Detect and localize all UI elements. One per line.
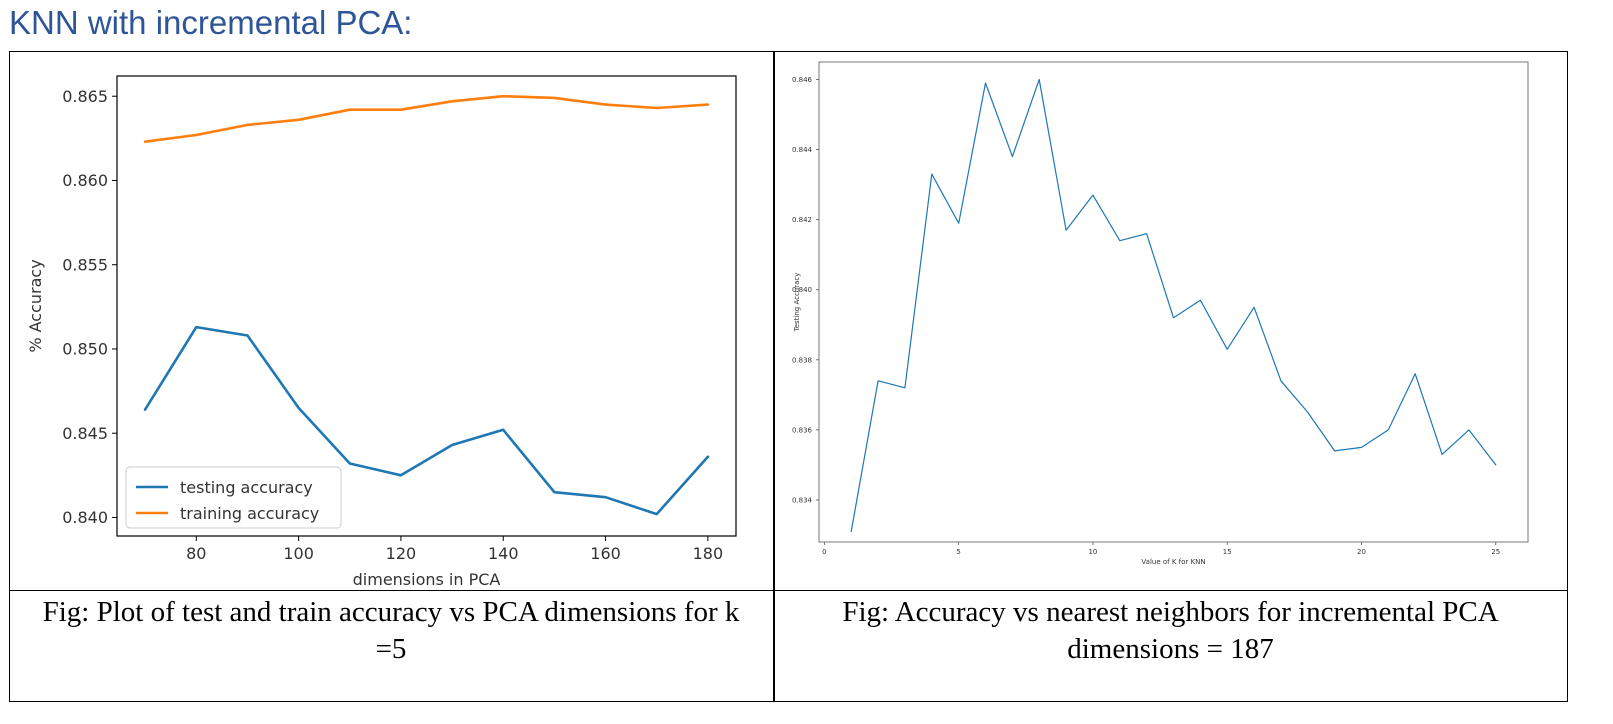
y-tick-label: 0.844 — [792, 146, 813, 154]
y-tick-label: 0.860 — [62, 171, 108, 190]
series-line-0 — [143, 325, 710, 516]
y-tick-label: 0.842 — [792, 216, 812, 224]
x-tick-label: 140 — [488, 544, 519, 563]
plot-frame — [818, 61, 1529, 543]
legend: testing accuracy training accuracy — [125, 466, 342, 529]
page-heading: KNN with incremental PCA: — [9, 4, 413, 41]
x-tick-label: 25 — [1491, 548, 1500, 556]
y-axis-label: Testing Accuracy — [793, 273, 801, 333]
legend-label-1: training accuracy — [180, 504, 319, 523]
y-tick-label: 0.838 — [792, 356, 812, 364]
cell-caption-left — [9, 590, 775, 702]
cell-caption-right — [773, 590, 1568, 702]
caption-left: Fig: Plot of test and train accuracy vs … — [42, 596, 740, 665]
x-tick-label: 20 — [1357, 548, 1366, 556]
x-tick-label: 0 — [822, 548, 826, 556]
y-tick-label: 0.846 — [792, 76, 813, 84]
knn-k-accuracy-chart: 0 5 10 15 20 25 0.834 0.836 0.838 0.840 0.842 0.844… — [792, 61, 1529, 566]
y-tick-label: 0.850 — [62, 340, 108, 359]
y-tick-label: 0.865 — [62, 87, 108, 106]
y-tick-label: 0.840 — [792, 286, 812, 294]
series-line-0 — [850, 78, 1497, 533]
x-tick-label: 10 — [1088, 548, 1097, 556]
x-axis-label: Value of K for KNN — [1141, 558, 1205, 566]
y-tick-label: 0.836 — [792, 426, 813, 434]
y-tick-label: 0.840 — [62, 508, 108, 527]
y-tick-label: 0.834 — [792, 496, 813, 504]
figure-table — [9, 51, 1568, 702]
x-tick-label: 160 — [590, 544, 621, 563]
x-tick-label: 5 — [956, 548, 960, 556]
x-axis-label: dimensions in PCA — [353, 570, 501, 588]
x-tick-label: 100 — [283, 544, 314, 563]
legend-box — [125, 466, 342, 529]
legend-label-0: testing accuracy — [180, 478, 313, 497]
x-tick-label: 180 — [693, 544, 724, 563]
caption-right: Fig: Accuracy vs nearest neighbors for i… — [842, 596, 1499, 665]
x-tick-label: 15 — [1223, 548, 1232, 556]
series-line-1 — [143, 94, 710, 143]
y-tick-label: 0.845 — [62, 424, 108, 443]
x-tick-label: 80 — [186, 544, 206, 563]
x-tick-label: 120 — [386, 544, 417, 563]
y-axis-label: % Accuracy — [26, 259, 45, 352]
pca-dimensions-accuracy-chart: 80 100 120 140 160 180 0.840 0.845 0.850 0.855 0.8… — [26, 75, 737, 588]
y-tick-label: 0.855 — [62, 255, 108, 274]
